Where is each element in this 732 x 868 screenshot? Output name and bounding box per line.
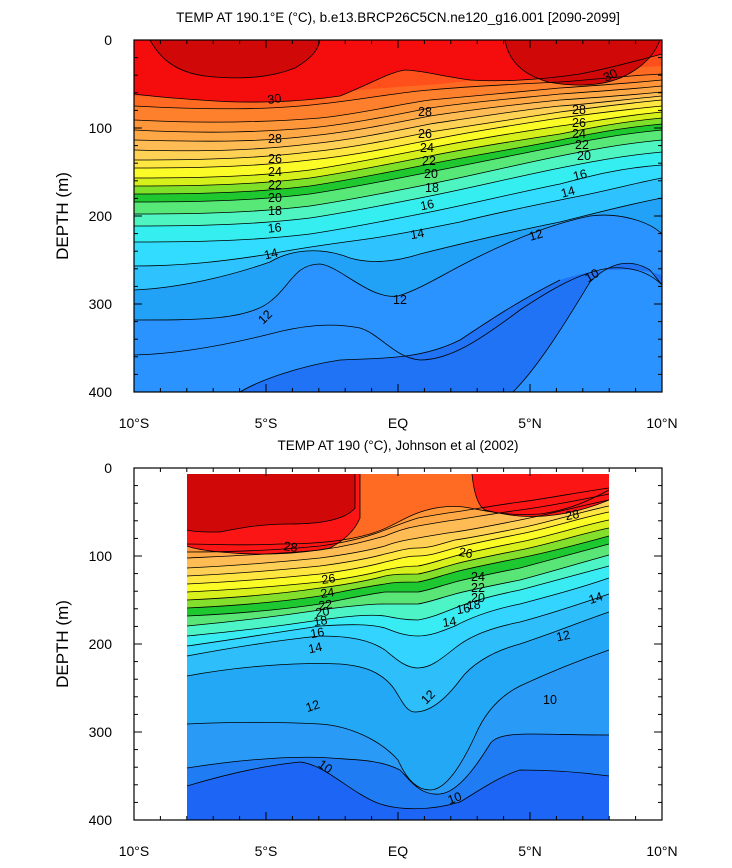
contour-labels: 30 30 28 28 28 26 26 26 24 24 24 22 22 2… — [255, 66, 619, 327]
contour-label: 28 — [564, 507, 580, 523]
contour-label: 16 — [419, 197, 436, 214]
y-tick-label: 0 — [104, 32, 112, 48]
panel-title: TEMP AT 190 (°C), Johnson et al (2002) — [277, 438, 518, 453]
contour-label: 16 — [267, 220, 282, 235]
contour-label: 30 — [267, 91, 283, 107]
y-tick-label: 100 — [89, 548, 113, 564]
contour-label: 14 — [307, 640, 324, 657]
contour-label: 12 — [555, 628, 572, 645]
axes: 10°S 5°S EQ 5°N 10°N 0 100 200 300 400 — [89, 32, 678, 431]
contour-label: 20 — [471, 591, 485, 605]
contour-label: 18 — [268, 204, 282, 218]
axes: 10°S 5°S EQ 5°N 10°N 0 100 200 300 400 — [89, 460, 678, 859]
contour-label: 14 — [559, 184, 576, 201]
contour-label: 14 — [587, 589, 605, 607]
contour-label: 12 — [393, 293, 407, 307]
contour-labels: 28 28 26 26 24 24 22 22 20 20 18 18 16 1… — [283, 507, 605, 807]
contour-label: 16 — [309, 625, 325, 641]
contour-label: 20 — [268, 191, 282, 205]
contour-label: 10 — [582, 266, 601, 285]
contour-label: 30 — [601, 66, 620, 85]
contour-fill-area — [187, 474, 609, 820]
contour-label: 22 — [422, 154, 436, 168]
contour-label: 14 — [263, 246, 280, 263]
contour-label: 28 — [268, 132, 282, 146]
panel-title: TEMP AT 190.1°E (°C), b.e13.BRCP26C5CN.n… — [176, 10, 620, 25]
panel-observed: TEMP AT 190 (°C), Johnson et al (2002) — [53, 438, 678, 859]
y-tick-label: 400 — [89, 812, 113, 828]
y-tick-label: 200 — [89, 208, 113, 224]
contour-label: 22 — [471, 581, 485, 595]
x-tick-label: EQ — [388, 415, 408, 431]
contour-label: 18 — [313, 613, 329, 629]
contour-label: 20 — [315, 604, 331, 620]
y-axis-label: DEPTH (m) — [53, 600, 72, 688]
x-tick-label: 5°S — [255, 415, 278, 431]
y-tick-label: 200 — [89, 636, 113, 652]
contour-label: 20 — [577, 149, 591, 163]
contour-label: 24 — [572, 127, 586, 141]
isotherm-lines — [186, 473, 610, 810]
contour-label: 18 — [466, 597, 481, 612]
contour-label: 22 — [268, 178, 282, 192]
contour-label: 24 — [268, 165, 282, 179]
contour-label: 18 — [425, 181, 439, 195]
y-axis-label: DEPTH (m) — [53, 172, 72, 260]
x-tick-label: EQ — [388, 843, 408, 859]
contour-label: 24 — [471, 570, 485, 584]
y-tick-label: 300 — [89, 296, 113, 312]
y-tick-label: 400 — [89, 384, 113, 400]
contour-label: 10 — [316, 757, 335, 776]
contour-label: 26 — [321, 571, 337, 587]
contour-label: 14 — [409, 226, 425, 242]
contour-label: 16 — [572, 167, 589, 184]
contour-label: 10 — [446, 789, 464, 807]
contour-label: 22 — [575, 138, 589, 152]
contour-label: 28 — [283, 539, 299, 555]
y-tick-label: 100 — [89, 120, 113, 136]
contour-label: 20 — [424, 167, 438, 181]
contour-label: 26 — [268, 152, 282, 166]
x-tick-label: 5°N — [518, 415, 542, 431]
contour-label: 28 — [572, 103, 586, 117]
x-tick-label: 5°S — [255, 843, 278, 859]
contour-label: 16 — [455, 601, 471, 617]
contour-label: 22 — [318, 597, 334, 613]
x-tick-label: 10°S — [119, 415, 150, 431]
contour-label: 12 — [527, 226, 544, 243]
x-tick-label: 10°S — [119, 843, 150, 859]
y-tick-label: 300 — [89, 724, 113, 740]
contour-label: 26 — [418, 127, 432, 141]
y-tick-label: 0 — [104, 460, 112, 476]
contour-label: 24 — [320, 585, 336, 601]
contour-label: 10 — [543, 693, 557, 707]
x-tick-label: 10°N — [646, 843, 677, 859]
isotherm-lines — [134, 40, 662, 392]
contour-label: 14 — [442, 614, 458, 630]
contour-label: 26 — [572, 116, 586, 130]
contour-label: 24 — [420, 141, 434, 155]
panel-model: TEMP AT 190.1°E (°C), b.e13.BRCP26C5CN.n… — [53, 10, 678, 431]
contour-label: 26 — [458, 545, 474, 561]
x-tick-label: 10°N — [646, 415, 677, 431]
x-tick-label: 5°N — [518, 843, 542, 859]
contour-label: 12 — [304, 697, 322, 715]
contour-label: 28 — [418, 105, 432, 119]
